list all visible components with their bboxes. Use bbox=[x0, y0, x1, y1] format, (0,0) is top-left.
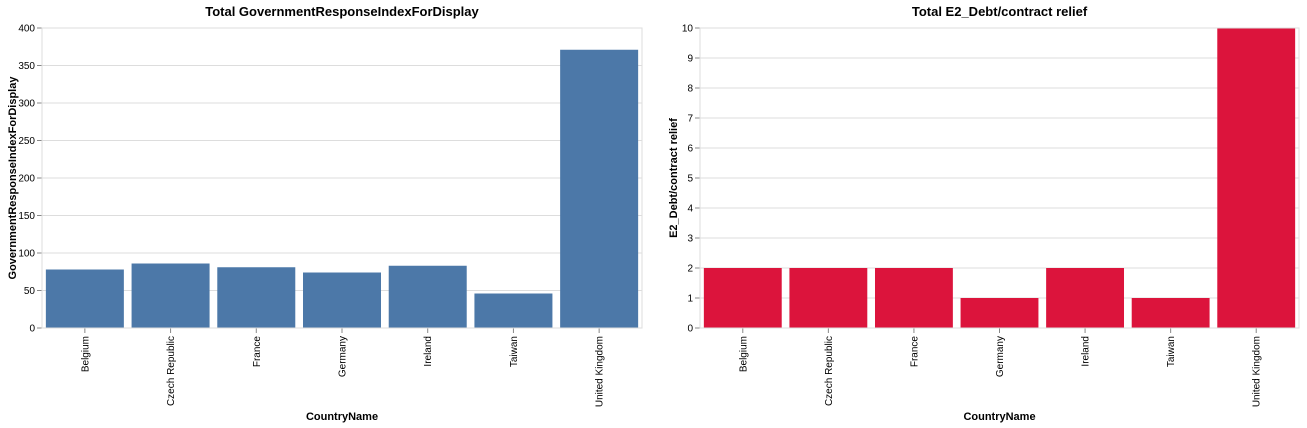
chart1-bar-germany[interactable] bbox=[960, 298, 1039, 328]
chart0-bar-ireland[interactable] bbox=[388, 265, 467, 328]
chart1-title: Total E2_Debt/contract relief bbox=[912, 4, 1088, 19]
chart0-x-tick-label-france: France bbox=[252, 336, 263, 368]
chart1-y-axis-title: E2_Debt/contract relief bbox=[668, 118, 680, 238]
chart1-x-tick-label-germany: Germany bbox=[995, 336, 1006, 377]
chart0-bar-united-kingdom[interactable] bbox=[560, 49, 639, 328]
chart-debt-relief: 0 1 2 3 4 5 6 7 8 9 10 Belgium Czech Republic France G… bbox=[668, 4, 1300, 423]
chart1-plot-frame bbox=[699, 27, 1300, 329]
chart1-y-tick-label-10: 10 bbox=[682, 24, 694, 35]
chart1-y-tick-label-2: 2 bbox=[687, 264, 693, 275]
chart1-bar-france[interactable] bbox=[874, 268, 953, 328]
chart1-y-tick-label-6: 6 bbox=[687, 144, 693, 155]
chart1-y-tick-label-8: 8 bbox=[687, 84, 693, 95]
chart0-x-tick-label-ireland: Ireland bbox=[423, 336, 434, 367]
chart1-y-tick-label-1: 1 bbox=[687, 294, 693, 305]
chart1-x-tick-label-ireland: Ireland bbox=[1081, 336, 1092, 367]
chart0-bar-czech-republic[interactable] bbox=[131, 263, 210, 329]
chart0-bar-germany[interactable] bbox=[303, 272, 381, 329]
chart0-x-tick-label-taiwan: Taiwan bbox=[509, 336, 520, 367]
chart0-y-tick-label-400: 400 bbox=[18, 24, 35, 35]
chart1-bar-czech-republic[interactable] bbox=[789, 268, 868, 328]
chart0-y-tick-label-250: 250 bbox=[18, 136, 35, 147]
chart0-plot-frame bbox=[41, 27, 643, 329]
chart0-y-tick-label-150: 150 bbox=[18, 211, 35, 222]
chart0-y-tick-label-200: 200 bbox=[18, 174, 35, 185]
chart0-y-tick-label-300: 300 bbox=[18, 99, 35, 110]
chart1-x-tick-label-taiwan: Taiwan bbox=[1166, 336, 1177, 367]
chart0-bar-belgium[interactable] bbox=[45, 269, 124, 329]
chart1-y-tick-label-4: 4 bbox=[687, 204, 693, 215]
chart0-y-tick-label-350: 350 bbox=[18, 61, 35, 72]
chart0-x-tick-label-united-kingdom: United Kingdom bbox=[595, 336, 606, 407]
chart1-x-tick-label-france: France bbox=[909, 336, 920, 368]
chart0-y-axis-title: GovernmentResponseIndexForDisplay bbox=[7, 76, 19, 280]
chart1-bar-belgium[interactable] bbox=[703, 268, 782, 328]
chart0-y-tick-label-50: 50 bbox=[24, 286, 36, 297]
chart1-y-tick-label-7: 7 bbox=[687, 114, 693, 125]
chart1-y-tick-label-0: 0 bbox=[687, 324, 693, 335]
chart1-x-axis-title: CountryName bbox=[963, 411, 1035, 423]
chart-government-response: 0 50 100 150 200 250 300 350 400 Belgium Czech Rep… bbox=[7, 4, 643, 423]
chart0-x-tick-label-czech-republic: Czech Republic bbox=[166, 336, 177, 406]
chart1-bar-taiwan[interactable] bbox=[1131, 298, 1210, 328]
chart0-y-tick-label-0: 0 bbox=[29, 324, 35, 335]
chart1-x-tick-label-belgium: Belgium bbox=[738, 336, 749, 372]
chart1-y-tick-label-9: 9 bbox=[687, 54, 693, 65]
chart1-bar-united-kingdom[interactable] bbox=[1217, 28, 1296, 328]
chart0-x-axis-title: CountryName bbox=[306, 411, 378, 423]
chart0-y-tick-label-100: 100 bbox=[18, 249, 35, 260]
chart0-bar-taiwan[interactable] bbox=[474, 293, 553, 329]
chart0-bar-france[interactable] bbox=[217, 267, 296, 328]
chart0-x-tick-label-belgium: Belgium bbox=[80, 336, 91, 372]
chart0-title: Total GovernmentResponseIndexForDisplay bbox=[205, 4, 479, 19]
chart1-bar-ireland[interactable] bbox=[1046, 268, 1125, 328]
chart1-y-tick-label-5: 5 bbox=[687, 174, 693, 185]
chart0-x-tick-label-germany: Germany bbox=[338, 336, 349, 377]
chart1-y-tick-label-3: 3 bbox=[687, 234, 693, 245]
chart1-x-tick-label-united-kingdom: United Kingdom bbox=[1252, 336, 1263, 407]
chart1-x-tick-label-czech-republic: Czech Republic bbox=[824, 336, 835, 406]
